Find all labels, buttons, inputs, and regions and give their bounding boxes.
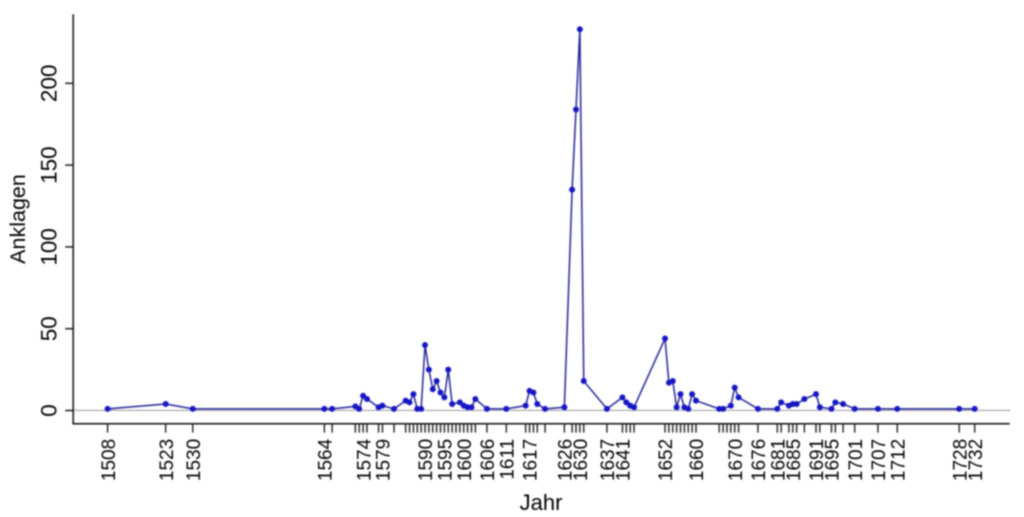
svg-text:1617: 1617: [521, 439, 542, 481]
svg-text:150: 150: [37, 146, 62, 184]
svg-text:50: 50: [37, 316, 62, 341]
svg-text:1660: 1660: [687, 439, 708, 481]
svg-text:1508: 1508: [99, 439, 120, 481]
svg-text:1641: 1641: [614, 439, 635, 481]
svg-text:200: 200: [37, 65, 62, 103]
svg-text:1681: 1681: [768, 439, 789, 481]
svg-text:1712: 1712: [888, 439, 909, 481]
svg-text:1606: 1606: [478, 439, 499, 481]
svg-text:1691: 1691: [807, 439, 828, 481]
svg-text:1701: 1701: [846, 439, 867, 481]
svg-text:1564: 1564: [316, 438, 337, 481]
svg-text:1530: 1530: [184, 439, 205, 481]
svg-text:1523: 1523: [157, 439, 178, 481]
svg-text:1600: 1600: [455, 439, 476, 481]
svg-text:1707: 1707: [869, 439, 890, 481]
svg-text:1685: 1685: [784, 439, 805, 481]
svg-text:1728: 1728: [950, 439, 971, 481]
svg-text:1637: 1637: [598, 439, 619, 481]
svg-text:1630: 1630: [571, 439, 592, 481]
svg-text:1590: 1590: [416, 439, 437, 481]
svg-text:1579: 1579: [374, 439, 395, 481]
svg-text:1652: 1652: [656, 439, 677, 481]
svg-text:0: 0: [37, 404, 62, 417]
svg-text:1732: 1732: [966, 439, 987, 481]
svg-text:Anklagen: Anklagen: [6, 174, 30, 264]
svg-text:Jahr: Jahr: [520, 490, 563, 512]
svg-text:1670: 1670: [726, 439, 747, 481]
svg-text:1595: 1595: [436, 439, 457, 481]
svg-text:1676: 1676: [749, 439, 770, 481]
svg-text:100: 100: [37, 228, 62, 266]
svg-text:1574: 1574: [354, 438, 375, 481]
svg-text:1626: 1626: [556, 439, 577, 481]
svg-text:1611: 1611: [498, 439, 519, 480]
svg-text:1695: 1695: [823, 439, 844, 481]
